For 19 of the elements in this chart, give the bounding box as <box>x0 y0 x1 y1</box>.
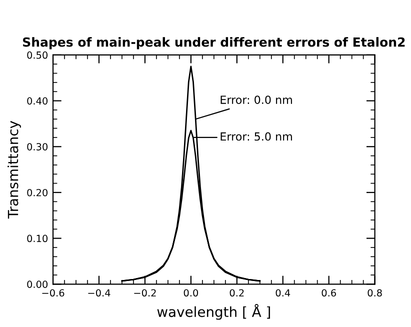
y-tick-label: 0.30 <box>27 143 48 150</box>
y-tick-label: 0.40 <box>27 97 48 105</box>
y-tick-label: 0.50 <box>27 51 48 59</box>
y-tick-label: 0.00 <box>27 280 48 288</box>
x-tick-label: 0.8 <box>368 289 382 297</box>
annotation: Error: 5.0 nm <box>220 132 292 141</box>
x-tick-label: −0.2 <box>134 289 156 297</box>
x-tick-label: 0.0 <box>184 289 198 297</box>
annotation: Error: 0.0 nm <box>220 96 292 104</box>
x-axis-title: wavelength [ Å ] <box>157 304 270 320</box>
x-tick-label: 0.4 <box>276 289 290 297</box>
chart-title: Shapes of main-peak under different errors of Etalon2 <box>23 37 405 50</box>
y-axis-title: Transmittancy <box>8 120 21 219</box>
x-tick-label: 0.2 <box>230 289 244 297</box>
x-tick-label: −0.6 <box>42 289 64 297</box>
x-tick-label: 0.6 <box>322 289 336 297</box>
x-tick-label: −0.4 <box>88 289 110 297</box>
y-tick-label: 0.20 <box>27 188 48 196</box>
y-tick-label: 0.10 <box>27 234 48 242</box>
